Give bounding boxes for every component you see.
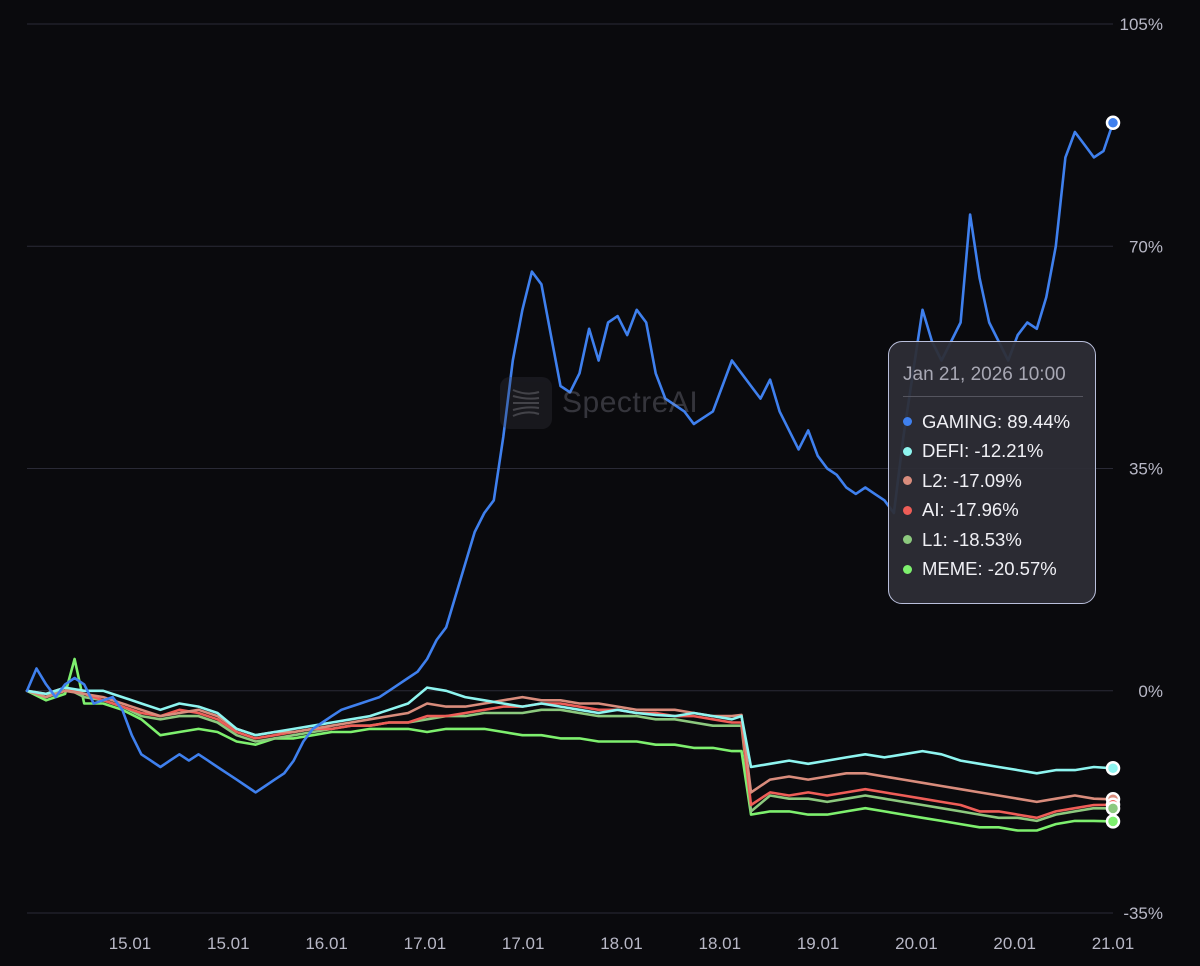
spectre-logo-icon [500,377,552,429]
x-tick-label: 20.01 [993,934,1036,953]
series-line-meme[interactable] [25,657,1115,832]
y-tick-label: 0% [1138,682,1163,701]
endpoint-gaming[interactable] [1105,115,1121,131]
x-axis-ticks: 15.01 15.01 16.01 17.01 17.01 18.01 18.01 19.01… [109,934,1135,953]
x-tick-label: 18.01 [699,934,742,953]
legend-dot-icon [903,505,912,515]
tooltip-date: Jan 21, 2026 10:00 [903,364,1066,385]
y-tick-label: 35% [1129,460,1163,479]
hover-tooltip: Jan 21, 2026 10:00 GAMING: 89.44% DEFI: -… [888,341,1096,604]
x-tick-label: 15.01 [109,934,152,953]
grid-lines [27,23,1113,914]
tooltip-row-label: L2: -17.09% [922,469,1022,491]
tooltip-row-label: DEFI: -12.21% [922,440,1044,462]
series-line-ai[interactable] [25,686,1115,820]
series-line-l2[interactable] [25,689,1115,804]
legend-dot-icon [903,535,912,545]
tooltip-divider [903,396,1083,397]
tooltip-row: AI: -17.96% [903,496,1083,526]
y-tick-label: -35% [1123,904,1163,923]
x-tick-label: 17.01 [404,934,447,953]
x-tick-label: 21.01 [1092,934,1135,953]
y-tick-label: 105% [1120,15,1163,34]
watermark: SpectreAI [500,376,698,430]
tooltip-row-label: GAMING: 89.44% [922,410,1071,432]
y-tick-label: 70% [1129,237,1163,256]
tooltip-row: DEFI: -12.21% [903,437,1083,467]
x-tick-label: 15.01 [207,934,250,953]
tooltip-row: GAMING: 89.44% [903,407,1083,437]
endpoint-defi[interactable] [1105,761,1121,776]
series-endpoints [1105,115,1121,829]
tooltip-row: L1: -18.53% [903,525,1083,555]
endpoint-meme[interactable] [1105,814,1121,829]
series-line-l1[interactable] [25,686,1115,823]
endpoint-l1[interactable] [1105,801,1121,816]
x-tick-label: 19.01 [797,934,840,953]
tooltip-row: L2: -17.09% [903,466,1083,496]
tooltip-row-label: AI: -17.96% [922,499,1019,521]
x-tick-label: 18.01 [600,934,643,953]
series-line-defi[interactable] [25,686,1115,775]
x-tick-label: 16.01 [305,934,348,953]
watermark-text: SpectreAI [562,386,699,419]
tooltip-row-label: MEME: -20.57% [922,558,1057,580]
tooltip-row-label: L1: -18.53% [922,528,1022,550]
legend-dot-icon [903,476,912,486]
tooltip-row: MEME: -20.57% [903,555,1083,585]
legend-dot-icon [903,446,912,456]
y-axis-ticks: 105% 70% 35% 0% -35% [1120,15,1163,923]
x-tick-label: 20.01 [895,934,938,953]
x-tick-label: 17.01 [502,934,545,953]
legend-dot-icon [903,417,912,427]
legend-dot-icon [903,564,912,574]
